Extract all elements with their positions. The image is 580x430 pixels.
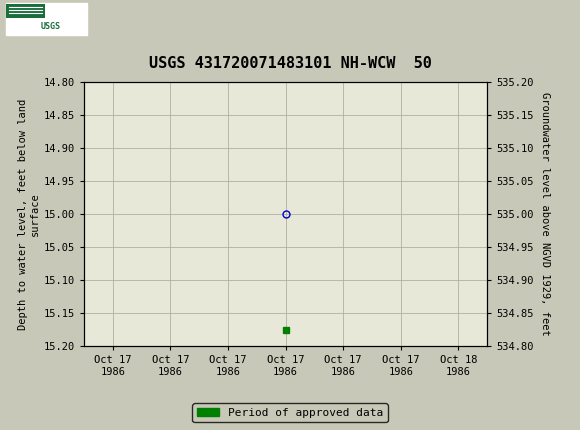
FancyBboxPatch shape [6, 3, 87, 35]
Text: USGS: USGS [41, 22, 60, 31]
Legend: Period of approved data: Period of approved data [193, 403, 387, 422]
Text: USGS 431720071483101 NH-WCW  50: USGS 431720071483101 NH-WCW 50 [148, 56, 432, 71]
Y-axis label: Depth to water level, feet below land
surface: Depth to water level, feet below land su… [18, 98, 39, 329]
Y-axis label: Groundwater level above NGVD 1929, feet: Groundwater level above NGVD 1929, feet [541, 92, 550, 336]
FancyBboxPatch shape [6, 4, 45, 18]
